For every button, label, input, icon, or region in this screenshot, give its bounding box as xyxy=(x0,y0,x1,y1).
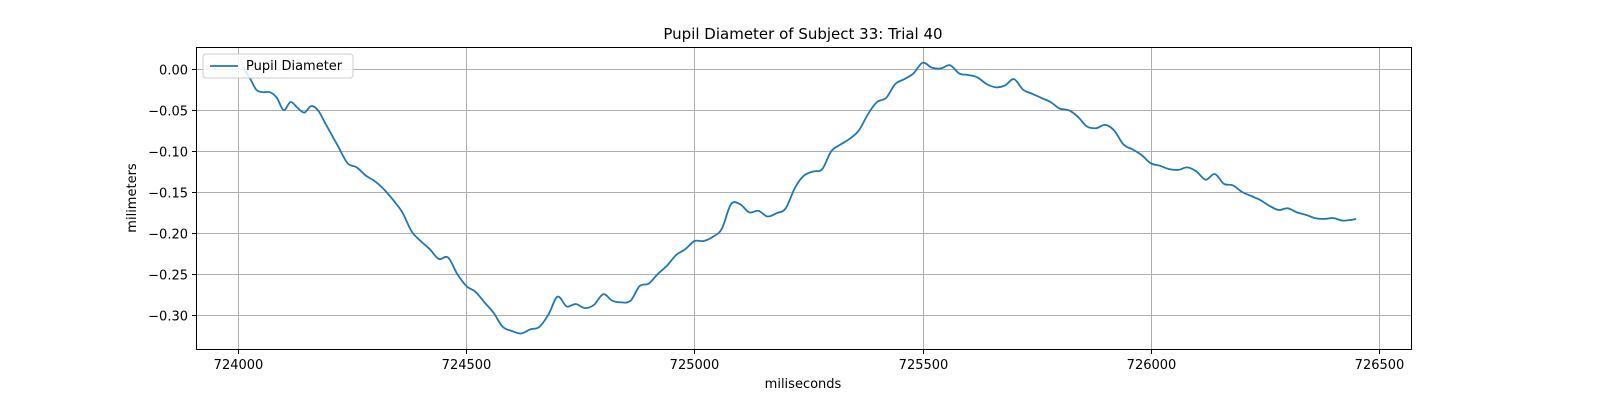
y-tick-label: −0.30 xyxy=(148,310,188,325)
x-tick-label: 725500 xyxy=(899,358,949,373)
x-tick-label: 724000 xyxy=(214,358,264,373)
y-tick-label: −0.15 xyxy=(148,187,188,202)
grid-layer xyxy=(197,48,1411,349)
pupil-diameter-series-line xyxy=(241,61,1357,335)
legend-box xyxy=(202,53,354,79)
x-tick-label: 726000 xyxy=(1127,358,1177,373)
x-tick-label: 725000 xyxy=(670,358,720,373)
y-tick-label: −0.10 xyxy=(148,146,188,161)
ticks-layer: 724000 724500 725000 725500 726000 726500 0.00… xyxy=(148,64,1404,374)
plot-frame xyxy=(196,47,1412,350)
x-tick-label: 724500 xyxy=(442,358,492,373)
x-axis-label: miliseconds xyxy=(765,377,842,392)
x-tick-label: 726500 xyxy=(1355,358,1405,373)
chart-title: Pupil Diameter of Subject 33: Trial 40 xyxy=(663,25,942,43)
y-tick-label: −0.20 xyxy=(148,228,188,243)
legend: Pupil Diameter xyxy=(202,53,354,79)
y-axis-label: milimeters xyxy=(125,163,140,233)
y-tick-label: 0.00 xyxy=(159,64,188,79)
legend-label-pupil-diameter: Pupil Diameter xyxy=(246,59,343,74)
y-tick-label: −0.25 xyxy=(148,269,188,284)
y-tick-label: −0.05 xyxy=(148,105,188,120)
